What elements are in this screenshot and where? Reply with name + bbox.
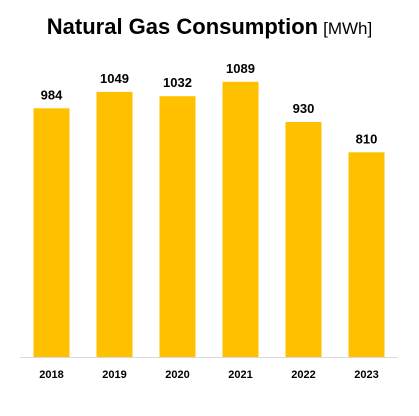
value-label-2021: 1089 <box>226 61 255 76</box>
value-label-2020: 1032 <box>163 75 192 90</box>
chart-title-unit: [MWh] <box>323 19 373 38</box>
bars-group <box>33 81 385 358</box>
x-tick-label-2018: 2018 <box>39 369 63 381</box>
value-label-2022: 930 <box>293 101 315 116</box>
x-tick-label-2023: 2023 <box>354 369 378 381</box>
value-label-2019: 1049 <box>100 71 129 86</box>
x-tick-label-2022: 2022 <box>291 369 315 381</box>
bar-2018 <box>33 108 70 357</box>
chart-title: Natural Gas Consumption [MWh] <box>0 14 419 40</box>
value-label-2018: 984 <box>41 87 63 102</box>
value-label-2023: 810 <box>356 131 378 146</box>
value-labels-group: 984 1049 1032 1089 930 810 <box>41 61 378 147</box>
bar-2021 <box>222 81 259 358</box>
bar-2022 <box>285 122 322 357</box>
chart-title-text: Natural Gas Consumption <box>46 14 319 39</box>
x-tick-label-2019: 2019 <box>102 369 126 381</box>
x-tick-label-2021: 2021 <box>228 369 252 381</box>
bar-2023 <box>348 152 385 357</box>
x-tick-label-2020: 2020 <box>165 369 189 381</box>
x-tick-labels-group: 2018 2019 2020 2021 2022 2023 <box>39 369 378 381</box>
bar-2020 <box>159 96 196 357</box>
bar-2019 <box>96 91 133 358</box>
